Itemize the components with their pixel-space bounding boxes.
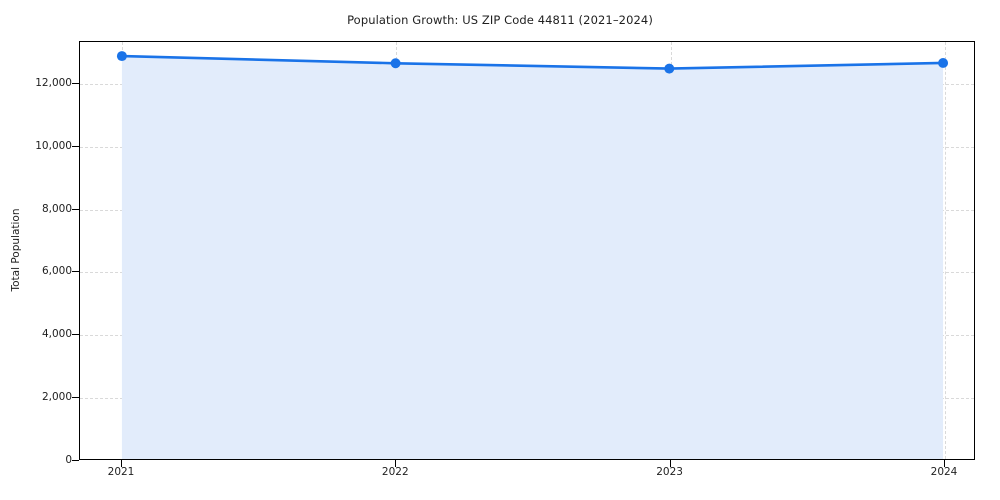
data-point-2021[interactable] bbox=[116, 51, 127, 62]
data-point-2024[interactable] bbox=[938, 57, 949, 68]
y-tick-mark bbox=[72, 208, 79, 210]
y-tick-label: 4,000 bbox=[41, 328, 72, 341]
x-tick-mark bbox=[944, 460, 945, 467]
y-axis-label: Total Population bbox=[10, 208, 22, 292]
x-tick-label: 2022 bbox=[381, 466, 409, 478]
y-tick-label: 0 bbox=[65, 454, 72, 466]
y-tick-mark bbox=[72, 334, 79, 336]
x-tick-mark bbox=[121, 460, 122, 467]
plot-area bbox=[79, 41, 975, 460]
series-line bbox=[120, 54, 945, 70]
y-tick-mark bbox=[72, 145, 79, 147]
x-tick-label: 2023 bbox=[656, 466, 683, 478]
y-tick-mark bbox=[72, 82, 79, 84]
y-tick-mark bbox=[72, 271, 79, 273]
x-tick-label: 2024 bbox=[930, 466, 958, 478]
data-point-2023[interactable] bbox=[664, 63, 675, 74]
x-tick-mark bbox=[669, 460, 671, 467]
y-tick-label: 12,000 bbox=[35, 76, 72, 89]
chart-title: Population Growth: US ZIP Code 44811 (20… bbox=[347, 13, 653, 27]
y-tick-mark bbox=[72, 397, 79, 399]
data-point-2022[interactable] bbox=[390, 58, 401, 69]
y-tick-mark bbox=[72, 460, 79, 461]
y-tick-label: 2,000 bbox=[41, 391, 72, 404]
x-tick-mark bbox=[395, 460, 397, 467]
x-tick-label: 2021 bbox=[107, 466, 135, 478]
series-population bbox=[116, 51, 949, 459]
y-tick-label: 8,000 bbox=[41, 202, 72, 215]
gridline-x-2024 bbox=[945, 42, 946, 459]
area-fill bbox=[121, 56, 944, 459]
y-tick-label: 10,000 bbox=[35, 139, 72, 152]
y-tick-label: 6,000 bbox=[41, 265, 72, 278]
